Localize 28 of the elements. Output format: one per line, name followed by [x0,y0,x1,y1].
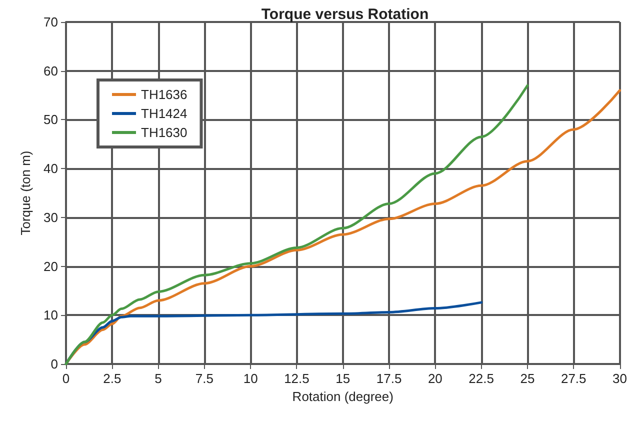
y-tick-label: 0 [50,356,58,372]
x-axis-title: Rotation (degree) [292,389,394,404]
y-tick-label: 30 [44,210,58,225]
x-tick-label: 22.5 [468,371,494,386]
x-tick-label: 12.5 [284,371,310,386]
x-tick-label: 15 [336,371,350,386]
line-series [64,84,529,366]
y-axis-title: Torque (ton m) [18,150,33,236]
x-tick-label: 17.5 [376,371,402,386]
legend-label: TH1424 [141,106,188,121]
y-tick-label: 50 [44,112,58,128]
legend-label: TH1636 [141,87,188,102]
x-tick-label: 27.5 [560,371,586,386]
legend-label: TH1630 [141,125,188,140]
x-tick-label: 0 [62,371,70,386]
y-tick-label: 10 [44,308,58,323]
y-tick-label: 60 [44,63,58,78]
x-tick-label: 2.5 [103,371,122,386]
x-tick-label: 20 [428,371,442,386]
y-tick-label: 40 [44,161,58,176]
chart-title: Torque versus Rotation [261,6,429,23]
x-tick-label: 5 [154,371,162,386]
x-tick-label: 30 [612,371,628,386]
y-tick-label: 20 [44,258,58,274]
x-tick-label: 25 [520,371,535,386]
y-tick-label: 70 [44,14,58,30]
x-tick-label: 10 [243,371,258,386]
x-tick-label: 7.5 [195,371,214,386]
